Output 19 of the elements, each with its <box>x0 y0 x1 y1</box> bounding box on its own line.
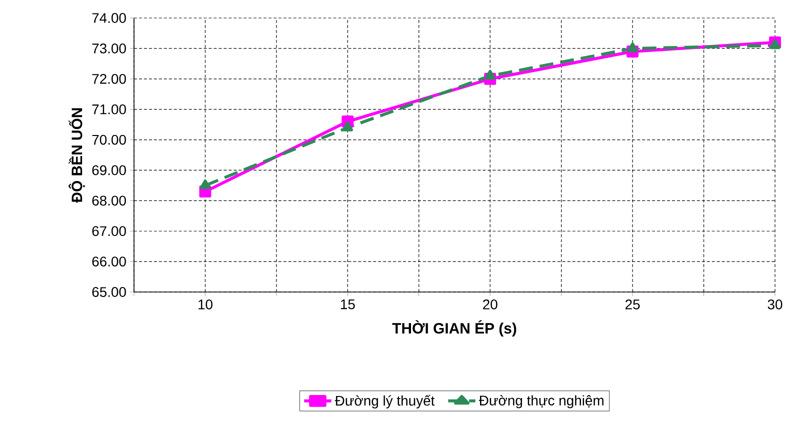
y-tick-label: 69.00 <box>92 165 126 176</box>
y-tick-label: 68.00 <box>92 196 126 206</box>
y-tick-label: 65.00 <box>92 287 126 297</box>
y-tick-label: 72.00 <box>92 74 126 84</box>
y-tick-label: 70.00 <box>92 134 126 145</box>
x-tick-label: 15 <box>340 300 355 310</box>
legend-label: Đường lý thuyết <box>334 394 435 408</box>
x-tick-label: 25 <box>626 299 640 310</box>
y-tick-label: 71.00 <box>92 104 126 114</box>
y-tick-label: 66.00 <box>92 256 126 266</box>
y-tick-label: 67.00 <box>92 226 126 236</box>
x-tick-label: 20 <box>483 299 498 310</box>
x-axis-title: THỜI GIAN ÉP (s) <box>392 320 516 337</box>
y-tick-label: 73.00 <box>92 44 126 54</box>
x-tick-label: 10 <box>198 299 212 310</box>
x-tick-label: 30 <box>768 299 782 310</box>
y-tick-label: 74.00 <box>92 13 126 23</box>
legend-label: Đường thực nghiệm <box>478 395 604 408</box>
y-axis-title: ĐỘ BỀN UỐN <box>68 108 85 203</box>
